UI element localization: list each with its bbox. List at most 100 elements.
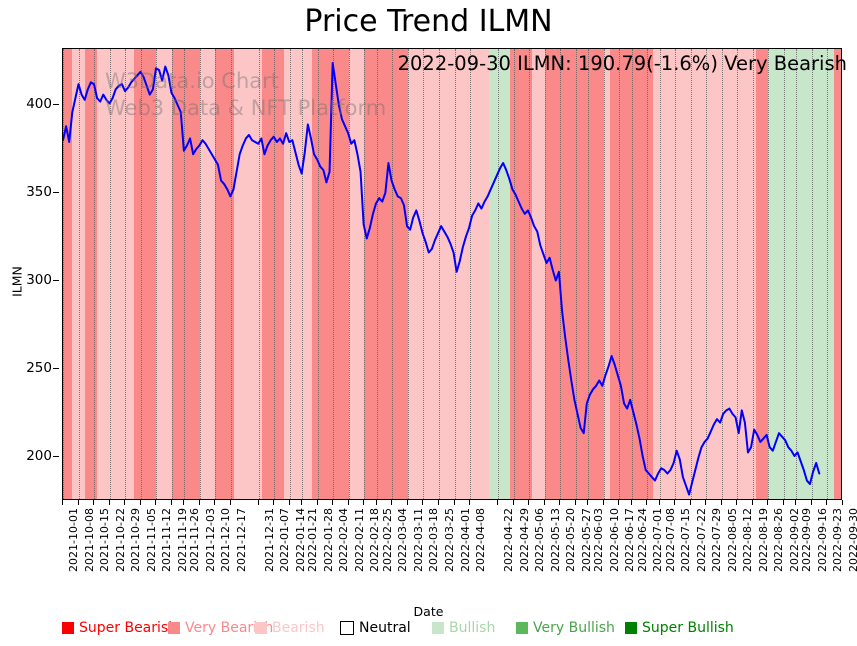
x-axis-tick-mark [155, 500, 157, 505]
x-axis-tick-mark [528, 500, 530, 505]
x-axis-tick-label: 2022-08-26 [772, 508, 786, 572]
gridline [184, 49, 186, 499]
x-axis-tick-mark [422, 500, 424, 505]
x-axis-tick-label: 2022-09-30 [847, 508, 857, 572]
x-axis-tick-label: 2021-12-03 [203, 508, 217, 572]
gridline [376, 49, 378, 499]
sentiment-band [364, 49, 408, 499]
legend-label: Very Bullish [533, 620, 615, 636]
x-axis-tick-mark [810, 500, 812, 505]
gridline [199, 49, 201, 499]
watermark-line-1: W3Data.io Chart [105, 69, 280, 93]
legend-item: Bullish [432, 620, 495, 636]
x-axis-tick-mark [512, 500, 514, 505]
x-axis-tick-mark [630, 500, 632, 505]
legend-label: Very Bearish [185, 620, 274, 636]
gridline [752, 49, 754, 499]
x-axis-tick-mark [782, 500, 784, 505]
sentiment-band [283, 49, 312, 499]
gridline [439, 49, 441, 499]
x-axis-tick-mark [559, 500, 561, 505]
x-axis-tick-mark [602, 500, 604, 505]
gridline [783, 49, 785, 499]
x-axis-tick-mark [497, 500, 499, 505]
gridline [125, 49, 127, 499]
gridline [619, 49, 621, 499]
x-axis-tick-mark [316, 500, 318, 505]
watermark: W3Data.io Chart Web3 Data & NFT Platform [105, 68, 386, 122]
x-axis-title: Date [413, 604, 444, 619]
x-axis-tick-mark [438, 500, 440, 505]
gridline [588, 49, 590, 499]
gridline [407, 49, 409, 499]
x-axis-tick-mark [170, 500, 172, 505]
legend-item: Very Bearish [168, 620, 273, 636]
gridline [498, 49, 500, 499]
x-axis-tick-label: 2022-02-11 [352, 508, 366, 572]
price-line [63, 63, 819, 495]
legend-swatch [255, 622, 267, 634]
x-axis-tick-label: 2022-07-22 [694, 508, 708, 572]
price-line-svg [63, 49, 841, 500]
x-axis-tick-label: 2021-11-19 [175, 508, 189, 572]
sentiment-band [833, 49, 841, 499]
gridline [258, 49, 260, 499]
x-axis-tick-label: 2022-03-11 [411, 508, 425, 572]
gridline [215, 49, 217, 499]
sentiment-band [261, 49, 284, 499]
y-axis-tick-mark [53, 192, 59, 194]
x-axis-tick-mark [767, 500, 769, 505]
watermark-line-2: Web3 Data & NFT Platform [105, 96, 387, 120]
legend-swatch [516, 622, 528, 634]
x-axis-tick-label: 2022-05-20 [564, 508, 578, 572]
y-axis-tick-mark [53, 104, 59, 106]
x-axis-tick-mark [618, 500, 620, 505]
gridline [140, 49, 142, 499]
x-axis-tick-label: 2022-02-25 [380, 508, 394, 572]
gridline [529, 49, 531, 499]
sentiment-band [134, 49, 157, 499]
x-axis-tick-label: 2021-12-17 [234, 508, 248, 572]
sentiment-band [156, 49, 172, 499]
gridline [675, 49, 677, 499]
legend-swatch [62, 622, 74, 634]
gridline [560, 49, 562, 499]
x-axis-tick-label: 2022-03-04 [396, 508, 410, 572]
x-axis-tick-mark [273, 500, 275, 505]
x-axis-tick-label: 2022-01-21 [306, 508, 320, 572]
x-axis-tick-label: 2021-12-10 [219, 508, 233, 572]
gridline [811, 49, 813, 499]
sentiment-bands [63, 49, 841, 499]
gridline [513, 49, 515, 499]
y-axis-tick-mark [53, 456, 59, 458]
price-annotation: 2022-09-30 ILMN: 190.79(-1.6%) Very Bear… [397, 52, 847, 75]
gridline [171, 49, 173, 499]
x-axis-tick-label: 2022-09-16 [815, 508, 829, 572]
x-axis-tick-mark [391, 500, 393, 505]
gridline [659, 49, 661, 499]
x-axis-tick-mark [62, 500, 63, 505]
sentiment-band [407, 49, 489, 499]
gridline [575, 49, 577, 499]
gridline [230, 49, 232, 499]
legend-item: Super Bearish [62, 620, 177, 636]
x-axis-tick-mark [139, 500, 141, 505]
gridline [690, 49, 692, 499]
sentiment-band [768, 49, 834, 499]
sentiment-band [532, 49, 545, 499]
x-axis-tick-mark [406, 500, 408, 505]
x-axis-tick-label: 2021-10-29 [129, 508, 143, 572]
chart-title: Price Trend ILMN [304, 4, 553, 39]
gridline [156, 49, 158, 499]
x-axis-tick-mark [453, 500, 455, 505]
x-axis-tick-label: 2022-01-28 [321, 508, 335, 572]
y-axis-tick-mark [53, 368, 59, 370]
x-axis-tick-mark [375, 500, 377, 505]
x-axis-tick-mark [736, 500, 738, 505]
legend-label: Bearish [272, 620, 325, 636]
x-axis-tick-mark [288, 500, 290, 505]
x-axis-tick-label: 2021-10-08 [82, 508, 96, 572]
y-axis-title: ILMN [9, 266, 25, 297]
x-axis-tick-mark [543, 500, 545, 505]
x-axis-tick-mark [363, 500, 365, 505]
